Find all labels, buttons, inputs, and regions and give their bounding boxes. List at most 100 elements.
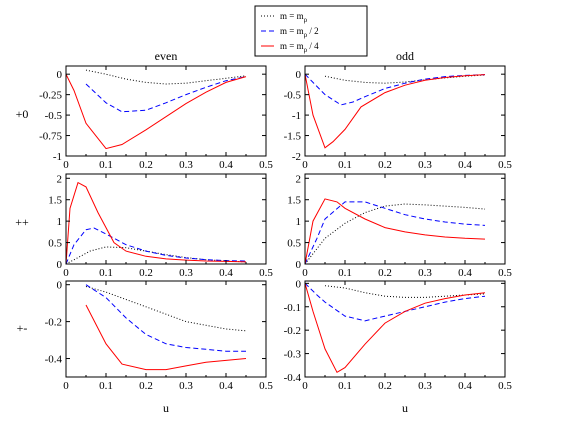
panel-frame-plus0-odd [304, 65, 506, 157]
panel-plusplus-odd: 0 0.1 0.2 0.3 0.4 0.5 0 0.5 1 1.5 2 [287, 173, 512, 279]
x-tick-label-plusminus-odd-3: 0.3 [418, 380, 432, 392]
x-tick-label-plusminus-odd-4: 0.4 [458, 380, 472, 392]
x-tick-label-plusminus-even-1: 0.1 [99, 380, 113, 392]
x-tick-label-plus0-odd-4: 0.4 [458, 159, 472, 171]
series-line-plusplus-odd-1 [305, 201, 486, 264]
legend: m = mρm = mρ / 2m = mρ / 4 [254, 5, 368, 57]
y-tick-label-plusplus-even-2: 1 [57, 216, 63, 228]
x-tick-label-plusminus-odd-0: 0 [302, 380, 308, 392]
panel-plusminus-even: 0 0.1 0.2 0.3 0.4 0.5 0 -0.2 -0.4 [45, 280, 274, 392]
y-tick-label-plus0-odd-2: -1 [292, 110, 301, 122]
series-group-plusplus-even [66, 181, 247, 264]
x-tick-label-plusminus-even-4: 0.4 [219, 380, 233, 392]
series-line-plusminus-even-2 [85, 304, 247, 371]
y-tick-label-plusplus-odd-4: 2 [296, 173, 302, 185]
y-tick-label-plus0-odd-3: -1.5 [284, 131, 302, 143]
x-tick-label-plusminus-even-3: 0.3 [179, 380, 193, 392]
panel-plusminus-odd: 0 0.1 0.2 0.3 0.4 0.5 0 -0.1 -0.2 -0.3 -0.4 [284, 278, 513, 392]
x-tick-label-plus0-odd-3: 0.3 [418, 159, 432, 171]
series-line-plus0-odd-1 [305, 73, 486, 106]
series-group-plusminus-even [85, 284, 247, 371]
x-tick-label-plus0-even-3: 0.3 [179, 159, 193, 171]
x-tick-label-plusplus-even-2: 0.2 [139, 267, 153, 279]
x-tick-label-plusminus-odd-1: 0.1 [338, 380, 352, 392]
x-tick-label-plusplus-even-0: 0 [63, 267, 69, 279]
column-title-even: even [155, 49, 178, 63]
x-tick-label-plus0-even-1: 0.1 [99, 159, 113, 171]
x-tick-label-plusplus-odd-4: 0.4 [458, 267, 472, 279]
y-tick-label-plus0-even-0: 0 [57, 69, 63, 81]
series-line-plusplus-odd-2 [305, 198, 486, 264]
x-axis-label-right: u [402, 401, 408, 415]
panel-plusplus-even: 0 0.1 0.2 0.3 0.4 0.5 0 0.5 1 1.5 2 [48, 173, 273, 279]
legend-label-main-2: m = m [280, 41, 304, 51]
x-tick-label-plus0-odd-2: 0.2 [378, 159, 392, 171]
series-group-plus0-odd [305, 73, 486, 149]
row-label-plus0: +0 [16, 107, 29, 121]
x-tick-label-plus0-odd-1: 0.1 [338, 159, 352, 171]
y-tick-label-plusplus-odd-3: 1.5 [287, 195, 301, 207]
series-line-plus0-odd-2 [305, 74, 486, 149]
series-line-plusplus-even-2 [66, 181, 247, 264]
y-tick-label-plusplus-even-0: 0 [57, 259, 63, 271]
series-line-plusplus-odd-0 [305, 203, 486, 264]
panel-frame-plusplus-odd [304, 173, 506, 265]
x-tick-label-plus0-even-5: 0.5 [259, 159, 273, 171]
y-tick-label-plusminus-even-1: -0.2 [45, 317, 62, 329]
x-tick-label-plusminus-even-0: 0 [63, 380, 69, 392]
y-tick-label-plusminus-even-0: 0 [57, 280, 63, 292]
series-line-plusplus-even-1 [66, 227, 247, 264]
series-line-plus0-odd-0 [324, 74, 486, 84]
legend-label-main-1: m = m [280, 26, 304, 36]
y-tick-label-plus0-odd-0: 0 [296, 69, 302, 81]
x-axis-label-left: u [163, 401, 169, 415]
legend-label-2: m = mρ / 4 [280, 41, 319, 54]
x-tick-label-plus0-even-0: 0 [63, 159, 69, 171]
legend-label-sub-0: ρ [304, 16, 308, 24]
series-line-plusminus-even-1 [85, 284, 246, 352]
legend-label-suffix-1: / 2 [307, 26, 319, 36]
x-tick-label-plusplus-even-4: 0.4 [219, 267, 233, 279]
x-tick-label-plusplus-odd-2: 0.2 [378, 267, 392, 279]
series-line-plus0-even-1 [85, 76, 247, 113]
y-tick-label-plusminus-odd-2: -0.2 [284, 325, 301, 337]
x-tick-label-plusplus-odd-1: 0.1 [338, 267, 352, 279]
x-tick-label-plusplus-odd-0: 0 [302, 267, 308, 279]
x-tick-label-plusplus-odd-5: 0.5 [498, 267, 512, 279]
y-tick-label-plusminus-odd-0: 0 [296, 278, 302, 290]
column-title-odd: odd [396, 49, 414, 63]
y-tick-label-plusminus-odd-4: -0.4 [284, 372, 302, 384]
legend-label-1: m = mρ / 2 [280, 26, 319, 39]
y-tick-label-plus0-odd-4: -2 [292, 151, 301, 163]
panel-frame-plusminus-odd [304, 280, 506, 378]
x-tick-label-plusminus-even-5: 0.5 [259, 380, 273, 392]
y-tick-label-plus0-even-2: -0.5 [45, 110, 63, 122]
panel-plus0-odd: 0 0.1 0.2 0.3 0.4 0.5 0 -0.5 -1 -1.5 -2 [284, 65, 512, 171]
y-tick-label-plusminus-odd-1: -0.1 [284, 302, 301, 314]
legend-label-sub-1: ρ [304, 31, 308, 39]
series-line-plusminus-odd-1 [305, 282, 486, 322]
x-tick-label-plusminus-odd-5: 0.5 [498, 380, 512, 392]
x-tick-label-plus0-even-2: 0.2 [139, 159, 153, 171]
x-tick-label-plusplus-even-5: 0.5 [259, 267, 273, 279]
series-group-plusplus-odd [305, 198, 486, 264]
y-tick-label-plusplus-odd-1: 0.5 [287, 238, 301, 250]
panels: 0 0.1 0.2 0.3 0.4 0.50-0.25-0.5-0.75-10 0.1 0.2… [39, 65, 513, 392]
y-tick-label-plus0-even-3: -0.75 [39, 131, 62, 143]
y-tick-label-plusplus-even-3: 1.5 [48, 195, 62, 207]
panel-plus0-even: 0 0.1 0.2 0.3 0.4 0.5 0 -0.25 -0.5 -0.75 -1 [39, 65, 273, 171]
x-tick-label-plusplus-even-3: 0.3 [179, 267, 193, 279]
x-tick-label-plus0-odd-5: 0.5 [498, 159, 512, 171]
series-group-plusminus-odd [305, 282, 486, 373]
x-tick-label-plusminus-odd-2: 0.2 [378, 380, 392, 392]
legend-label-suffix-2: / 4 [307, 41, 319, 51]
row-label-plusplus: ++ [15, 215, 29, 229]
y-tick-label-plusminus-odd-3: -0.3 [284, 349, 302, 361]
series-line-plus0-even-0 [85, 69, 247, 85]
x-tick-label-plusplus-even-1: 0.1 [99, 267, 113, 279]
panel-frame-plusplus-even [65, 173, 267, 265]
y-tick-label-plus0-odd-1: -0.5 [284, 90, 302, 102]
y-tick-label-plusplus-even-1: 0.5 [48, 238, 62, 250]
x-tick-label-plusplus-odd-3: 0.3 [418, 267, 432, 279]
